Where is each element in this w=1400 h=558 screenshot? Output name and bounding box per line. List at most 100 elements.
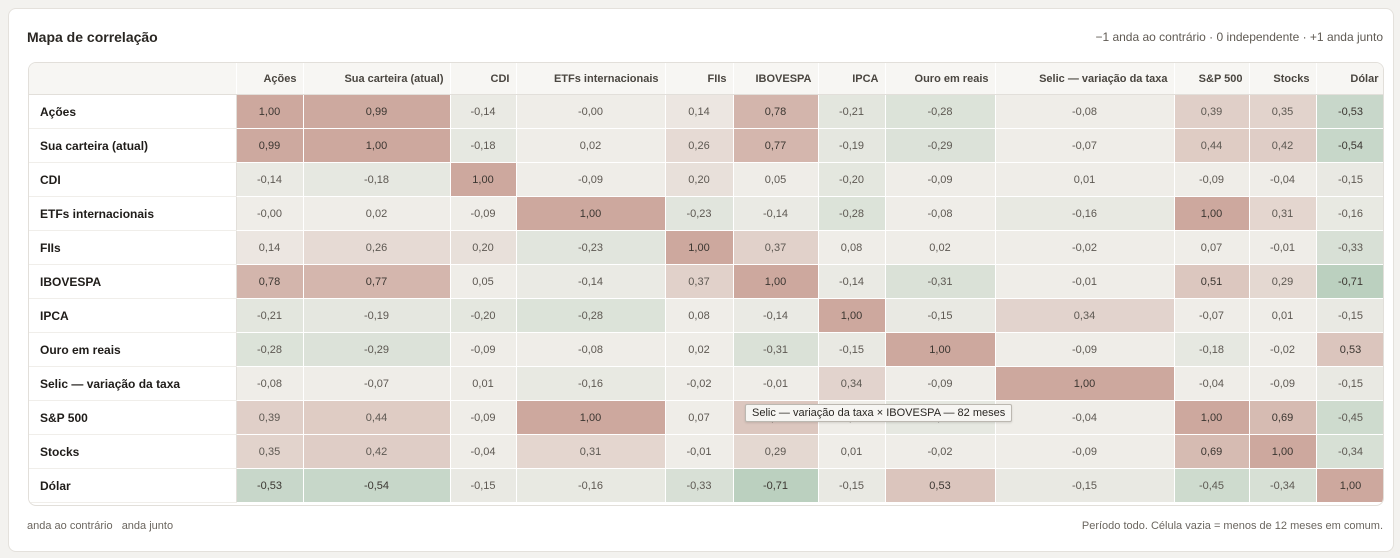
correlation-cell[interactable]: -0,15 xyxy=(885,298,996,333)
correlation-cell[interactable]: -0,01 xyxy=(995,264,1175,299)
correlation-cell[interactable]: -0,23 xyxy=(665,196,734,231)
correlation-cell[interactable]: 0,26 xyxy=(665,128,734,163)
correlation-cell[interactable]: -0,20 xyxy=(818,162,886,197)
correlation-cell[interactable]: 1,00 xyxy=(516,400,666,435)
row-header[interactable]: CDI xyxy=(29,162,237,197)
correlation-cell[interactable]: 0,01 xyxy=(818,434,886,469)
correlation-cell[interactable]: -0,02 xyxy=(665,366,734,401)
correlation-cell[interactable]: -0,21 xyxy=(818,94,886,129)
correlation-cell[interactable]: -0,14 xyxy=(450,94,517,129)
correlation-cell[interactable]: 0,01 xyxy=(995,162,1175,197)
row-header[interactable]: FIIs xyxy=(29,230,237,265)
correlation-cell[interactable]: -0,07 xyxy=(303,366,451,401)
column-header[interactable]: IPCA xyxy=(818,63,886,95)
row-header[interactable]: Selic — variação da taxa xyxy=(29,366,237,401)
correlation-cell[interactable]: 0,05 xyxy=(450,264,517,299)
correlation-cell[interactable]: 1,00 xyxy=(665,230,734,265)
correlation-cell[interactable]: 0,51 xyxy=(1174,264,1250,299)
correlation-cell[interactable]: -0,18 xyxy=(303,162,451,197)
correlation-cell[interactable]: 0,29 xyxy=(1249,264,1317,299)
correlation-cell[interactable]: -0,28 xyxy=(818,196,886,231)
correlation-cell[interactable]: -0,09 xyxy=(516,162,666,197)
correlation-cell[interactable]: 1,00 xyxy=(733,264,819,299)
correlation-cell[interactable]: 0,78 xyxy=(733,94,819,129)
correlation-cell[interactable]: 0,69 xyxy=(1249,400,1317,435)
correlation-cell[interactable]: -0,16 xyxy=(995,196,1175,231)
correlation-cell[interactable]: -0,08 xyxy=(516,332,666,367)
correlation-cell[interactable]: -0,15 xyxy=(818,468,886,503)
correlation-cell[interactable]: -0,04 xyxy=(1174,366,1250,401)
column-header[interactable]: Stocks xyxy=(1249,63,1317,95)
correlation-cell[interactable]: -0,09 xyxy=(995,434,1175,469)
correlation-cell[interactable]: -0,34 xyxy=(1316,434,1383,469)
row-header[interactable]: Ações xyxy=(29,94,237,129)
correlation-cell[interactable]: -0,15 xyxy=(818,332,886,367)
column-header[interactable]: ETFs internacionais xyxy=(516,63,666,95)
correlation-cell[interactable]: -0,23 xyxy=(516,230,666,265)
correlation-cell[interactable]: -0,07 xyxy=(1174,298,1250,333)
correlation-cell[interactable]: 0,29 xyxy=(733,434,819,469)
correlation-cell[interactable]: 0,02 xyxy=(885,230,996,265)
correlation-cell[interactable]: -0,01 xyxy=(733,366,819,401)
correlation-cell[interactable]: 0,26 xyxy=(303,230,451,265)
column-header[interactable]: Selic — variação da taxa xyxy=(995,63,1175,95)
correlation-cell[interactable]: -0,15 xyxy=(1316,366,1383,401)
correlation-cell[interactable]: 1,00 xyxy=(516,196,666,231)
correlation-cell[interactable]: -0,71 xyxy=(733,468,819,503)
correlation-cell[interactable]: -0,34 xyxy=(1249,468,1317,503)
correlation-cell[interactable]: -0,45 xyxy=(1316,400,1383,435)
correlation-cell[interactable]: -0,02 xyxy=(995,230,1175,265)
row-header[interactable]: Sua carteira (atual) xyxy=(29,128,237,163)
correlation-cell[interactable]: -0,08 xyxy=(885,196,996,231)
correlation-cell[interactable]: 0,20 xyxy=(665,162,734,197)
correlation-cell[interactable]: 0,20 xyxy=(450,230,517,265)
correlation-cell[interactable]: -0,07 xyxy=(995,128,1175,163)
correlation-cell[interactable]: 1,00 xyxy=(1174,400,1250,435)
correlation-cell[interactable]: -0,09 xyxy=(450,332,517,367)
correlation-cell[interactable]: 0,44 xyxy=(303,400,451,435)
correlation-cell[interactable]: 0,78 xyxy=(236,264,304,299)
correlation-cell[interactable]: -0,09 xyxy=(885,162,996,197)
column-header[interactable]: Dólar xyxy=(1316,63,1383,95)
column-header[interactable]: S&P 500 xyxy=(1174,63,1250,95)
correlation-cell[interactable]: -0,16 xyxy=(516,366,666,401)
correlation-cell[interactable]: -0,16 xyxy=(1316,196,1383,231)
correlation-cell[interactable]: -0,71 xyxy=(1316,264,1383,299)
correlation-cell[interactable]: 0,53 xyxy=(885,468,996,503)
correlation-cell[interactable]: -0,09 xyxy=(450,400,517,435)
row-header[interactable]: Stocks xyxy=(29,434,237,469)
row-header[interactable]: IBOVESPA xyxy=(29,264,237,299)
correlation-cell[interactable]: 0,39 xyxy=(236,400,304,435)
correlation-cell[interactable]: -0,01 xyxy=(1249,230,1317,265)
correlation-cell[interactable]: -0,02 xyxy=(1249,332,1317,367)
correlation-cell[interactable]: -0,14 xyxy=(818,264,886,299)
row-header[interactable]: ETFs internacionais xyxy=(29,196,237,231)
correlation-cell[interactable]: -0,19 xyxy=(303,298,451,333)
correlation-cell[interactable]: -0,29 xyxy=(885,128,996,163)
correlation-cell[interactable]: -0,08 xyxy=(236,366,304,401)
correlation-cell[interactable]: -0,18 xyxy=(450,128,517,163)
correlation-cell[interactable]: -0,15 xyxy=(1316,162,1383,197)
correlation-cell[interactable]: 0,34 xyxy=(818,366,886,401)
correlation-cell[interactable]: 0,08 xyxy=(665,298,734,333)
correlation-cell[interactable]: -0,08 xyxy=(995,94,1175,129)
correlation-cell[interactable]: 0,31 xyxy=(1249,196,1317,231)
correlation-cell[interactable]: 0,07 xyxy=(1174,230,1250,265)
column-header[interactable]: IBOVESPA xyxy=(733,63,819,95)
correlation-cell[interactable]: -0,33 xyxy=(1316,230,1383,265)
correlation-cell[interactable]: 0,53 xyxy=(1316,332,1383,367)
correlation-cell[interactable]: 1,00 xyxy=(450,162,517,197)
correlation-cell[interactable]: 1,00 xyxy=(303,128,451,163)
correlation-cell[interactable]: 0,37 xyxy=(665,264,734,299)
correlation-cell[interactable]: -0,09 xyxy=(1174,162,1250,197)
correlation-cell[interactable]: 1,00 xyxy=(1316,468,1383,503)
column-header[interactable]: Ações xyxy=(236,63,304,95)
correlation-cell[interactable]: -0,28 xyxy=(516,298,666,333)
correlation-cell[interactable]: -0,54 xyxy=(1316,128,1383,163)
correlation-cell[interactable]: 0,35 xyxy=(1249,94,1317,129)
correlation-cell[interactable]: -0,09 xyxy=(1249,366,1317,401)
correlation-cell[interactable]: -0,09 xyxy=(995,332,1175,367)
correlation-cell[interactable]: 0,02 xyxy=(516,128,666,163)
correlation-cell[interactable]: 0,14 xyxy=(236,230,304,265)
correlation-cell[interactable]: -0,21 xyxy=(236,298,304,333)
